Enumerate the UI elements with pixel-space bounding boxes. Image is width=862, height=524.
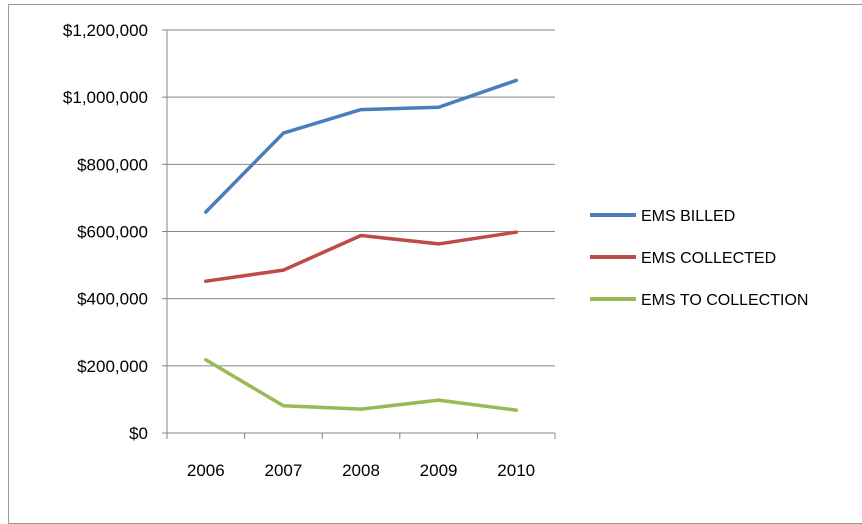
data-point xyxy=(514,78,518,82)
legend-label: EMS COLLECTED xyxy=(641,250,776,267)
x-tick-label: 2010 xyxy=(497,461,535,480)
data-point xyxy=(281,404,285,408)
y-tick-label: $0 xyxy=(129,424,148,443)
data-point xyxy=(281,131,285,135)
x-tick-label: 2008 xyxy=(342,461,380,480)
data-point xyxy=(359,407,363,411)
data-point xyxy=(437,105,441,109)
data-point xyxy=(437,242,441,246)
line-chart: $0 $200,000 $400,000 $600,000 $800,000 $1,000… xyxy=(63,21,809,480)
legend-item: EMS COLLECTED xyxy=(590,250,776,267)
data-point xyxy=(204,210,208,214)
legend-label: EMS BILLED xyxy=(641,208,735,225)
series-line xyxy=(204,78,518,214)
y-tick-label: $1,200,000 xyxy=(63,21,148,40)
data-point xyxy=(514,408,518,412)
legend-item: EMS BILLED xyxy=(590,208,735,225)
legend: EMS BILLED EMS COLLECTED EMS TO COLLECTION xyxy=(590,208,808,309)
axes xyxy=(166,30,555,434)
y-tick-labels: $0 $200,000 $400,000 $600,000 $800,000 $1,000… xyxy=(63,21,148,443)
legend-item: EMS TO COLLECTION xyxy=(590,292,808,309)
y-tick-label: $1,000,000 xyxy=(63,88,148,107)
y-tick-label: $400,000 xyxy=(77,290,148,309)
data-point xyxy=(204,358,208,362)
series-line xyxy=(204,358,518,412)
series-line xyxy=(204,230,518,283)
series-lines xyxy=(204,78,518,412)
x-tick-label: 2009 xyxy=(420,461,458,480)
data-point xyxy=(359,233,363,238)
x-tick-labels: 2006 2007 2008 2009 2010 xyxy=(166,433,556,480)
x-tick-label: 2007 xyxy=(264,461,302,480)
data-point xyxy=(514,230,518,234)
y-tick-label: $800,000 xyxy=(77,155,148,174)
y-tick-label: $600,000 xyxy=(77,223,148,242)
chart-frame xyxy=(8,4,862,524)
legend-label: EMS TO COLLECTION xyxy=(641,292,808,309)
data-point xyxy=(204,279,208,283)
data-point xyxy=(281,268,285,272)
gridlines xyxy=(162,29,555,434)
y-tick-label: $200,000 xyxy=(77,357,148,376)
data-point xyxy=(359,107,363,112)
data-point xyxy=(437,398,441,402)
x-tick-label: 2006 xyxy=(187,461,225,480)
